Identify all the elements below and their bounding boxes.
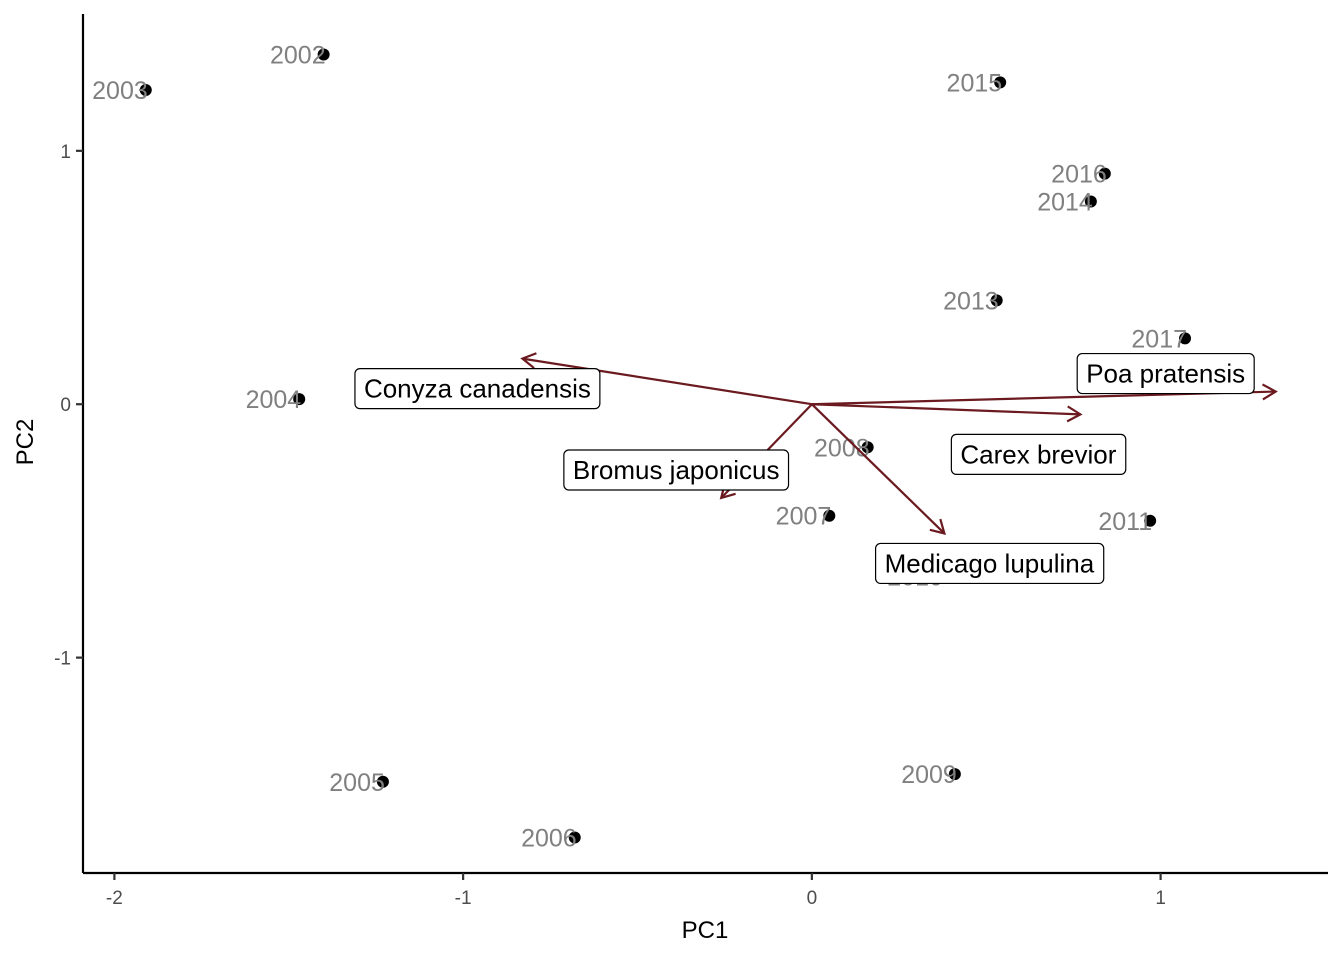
loading-label-text: Medicago lupulina (885, 548, 1095, 578)
y-tick-label: -1 (54, 649, 71, 670)
loading-label-box (950, 433, 1127, 475)
x-tick-label: 0 (807, 888, 818, 909)
y-tick-label: 1 (60, 142, 71, 163)
score-label: 2003 (92, 77, 148, 105)
loading-label: Medicago lupulina (874, 542, 1105, 585)
score-point (1144, 514, 1157, 527)
score-point (568, 831, 581, 844)
score-point (376, 775, 389, 788)
loading-arrowhead (929, 518, 946, 535)
score-label: 2004 (246, 386, 302, 414)
loading-arrow (811, 403, 1081, 416)
score-point (861, 441, 874, 454)
loading-arrow (811, 403, 946, 535)
x-tick-label: -1 (455, 888, 472, 909)
score-point (994, 76, 1007, 89)
score-label: 2006 (521, 825, 577, 853)
score-point (293, 393, 306, 406)
loading-arrowhead (1261, 383, 1278, 401)
score-point (1084, 195, 1097, 208)
loading-label-box (563, 449, 790, 491)
score-label: 2014 (1037, 189, 1093, 217)
loading-label-text: Bromus japonicus (573, 455, 780, 485)
score-label: 2002 (270, 42, 326, 70)
loading-labels: Poa pratensis Carex brevior Conyza canaden… (354, 352, 1255, 585)
y-ticks: -1 0 1 (54, 142, 83, 670)
loading-label-box (1076, 352, 1255, 395)
loading-arrowhead (520, 352, 537, 369)
loading-label-text: Poa pratensis (1086, 359, 1245, 389)
score-label: 2007 (776, 503, 832, 531)
loading-label: Bromus japonicus (563, 449, 790, 491)
score-label: 2011 (1098, 508, 1152, 536)
loading-label-text: Carex brevior (960, 439, 1116, 469)
x-axis-title: PC1 (682, 917, 729, 944)
loading-label: Poa pratensis (1076, 352, 1255, 395)
score-point (317, 48, 330, 61)
loading-label: Conyza canadensis (354, 368, 601, 410)
score-label: 2017 (1131, 325, 1187, 353)
loading-label-text: Conyza canadensis (364, 374, 591, 404)
loading-arrow (522, 357, 813, 406)
score-label: 2005 (329, 769, 385, 797)
score-point (139, 84, 152, 97)
y-tick-label: 0 (60, 395, 71, 416)
score-label: 2009 (901, 761, 957, 789)
loading-label-box (354, 368, 601, 410)
score-point (990, 294, 1003, 307)
score-point (948, 768, 961, 781)
score-point (823, 509, 836, 522)
axes (81, 14, 1328, 875)
score-point (1179, 332, 1192, 345)
x-ticks: -2 -1 0 1 (106, 873, 1166, 909)
score-label: 2008 (814, 434, 870, 462)
score-point (1098, 167, 1111, 180)
loading-arrowhead (1066, 405, 1083, 423)
score-label: 2013 (943, 287, 999, 315)
score-label: 2016 (1051, 161, 1107, 189)
y-axis-title: PC2 (12, 419, 39, 466)
x-tick-label: -2 (106, 888, 123, 909)
loading-label: Carex brevior (950, 433, 1127, 475)
loading-label-box (874, 542, 1105, 585)
score-label: 2015 (947, 69, 1003, 97)
x-tick-label: 1 (1155, 888, 1166, 909)
